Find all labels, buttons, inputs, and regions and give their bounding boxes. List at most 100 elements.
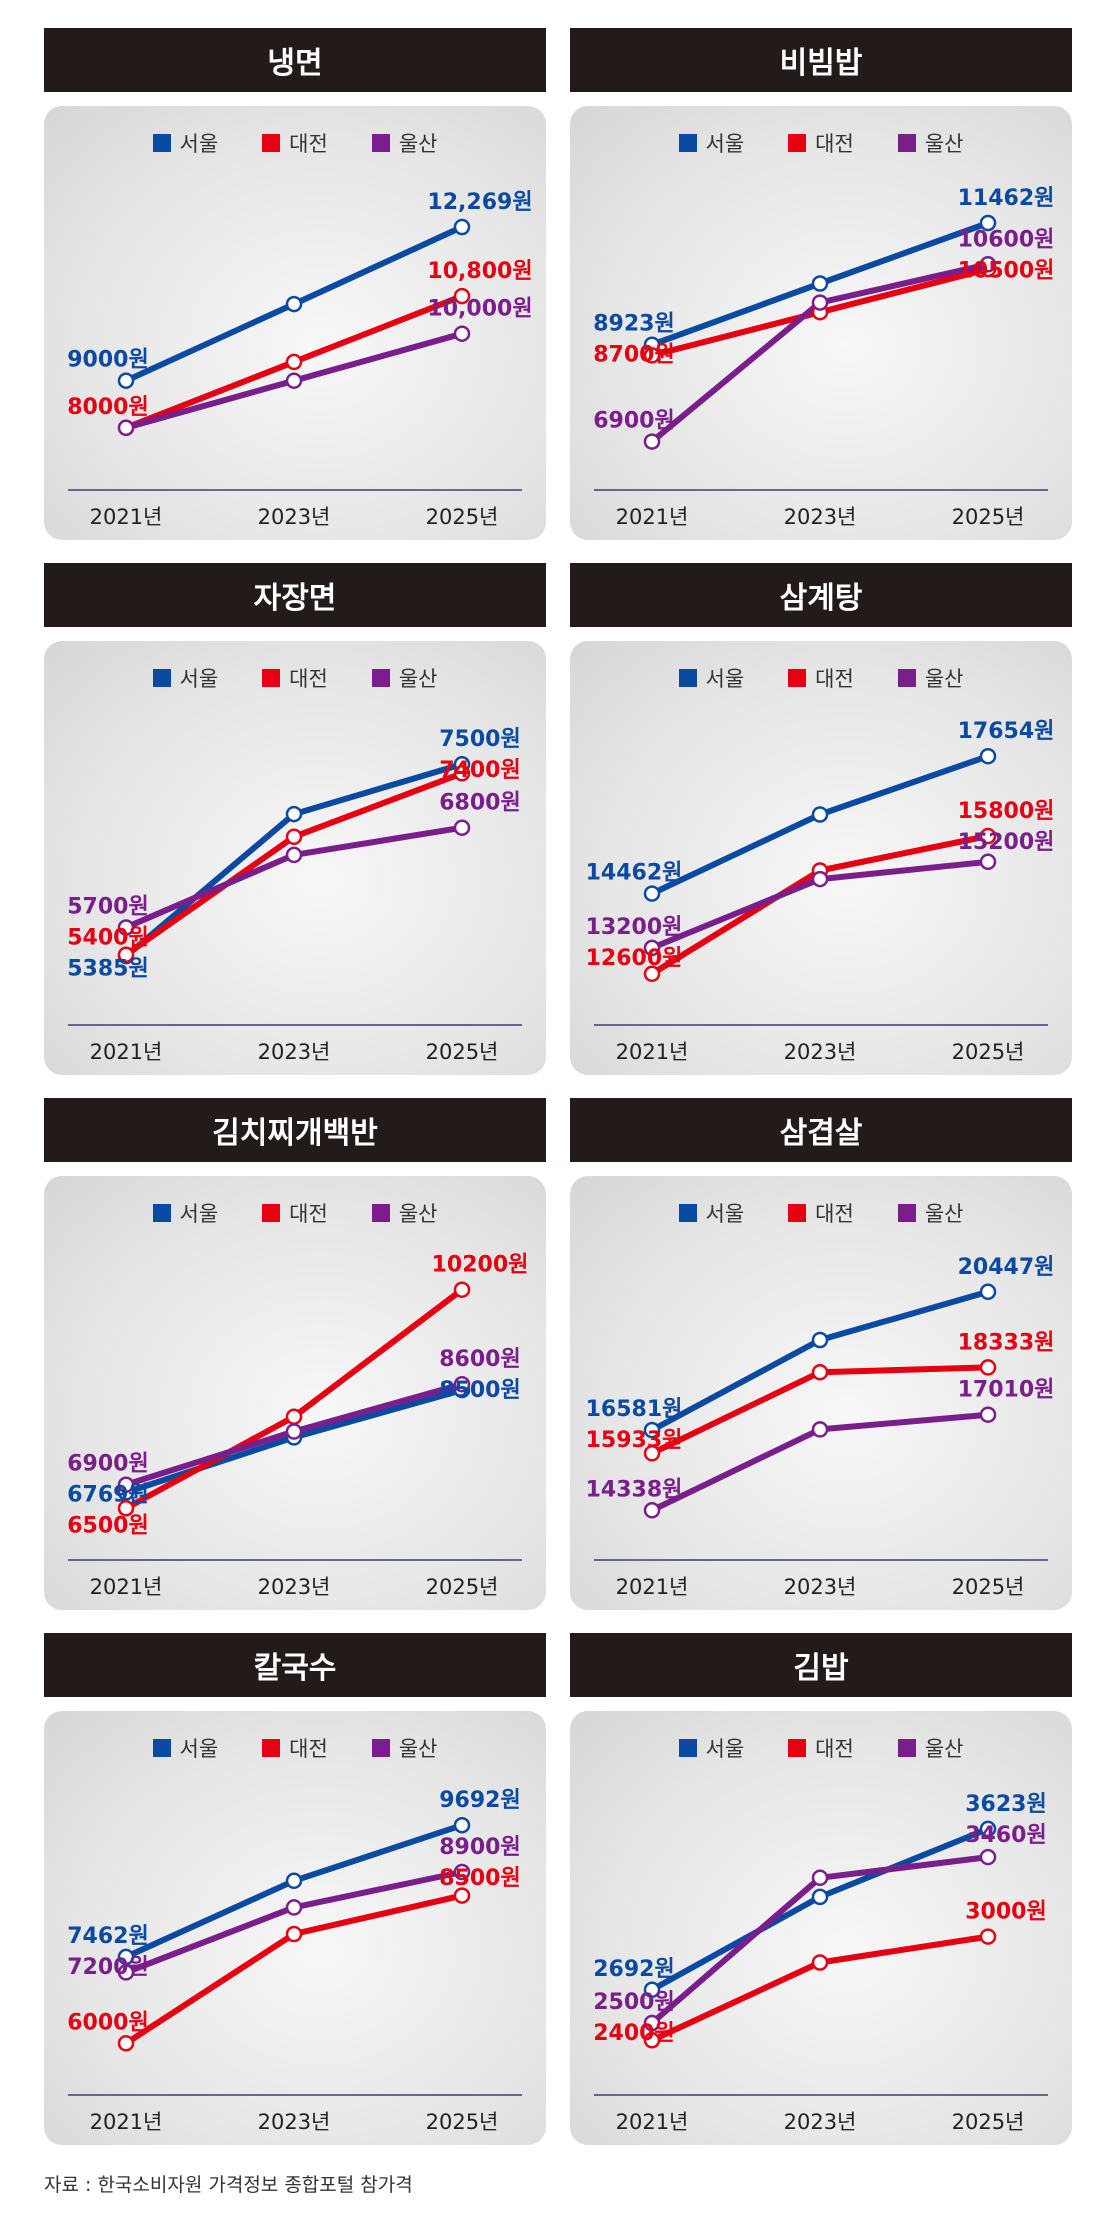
line-chart: 2021년 2023년 2025년 16581원 15933원 14338원 20447원 1… (586, 1255, 1055, 1599)
data-point (643, 2032, 661, 2049)
legend-label: 서울 (705, 1737, 745, 1761)
legend-swatch (371, 1204, 390, 1222)
legend-swatch (678, 669, 697, 687)
data-point (285, 805, 303, 823)
data-label: 17654원 (958, 719, 1055, 744)
chart-title: 김치찌개백반 (44, 1098, 546, 1162)
legend-swatch (262, 134, 281, 152)
data-label: 9000원 (67, 348, 148, 373)
x-tick-label: 2021년 (90, 1040, 163, 1064)
line-chart: 2021년 2023년 2025년 9000원 8000원 12,269원 10,800원 1… (67, 190, 532, 529)
data-label: 6800원 (439, 791, 520, 816)
x-tick-label: 2023년 (258, 1575, 331, 1599)
chart-title: 자장면 (44, 563, 546, 627)
legend-item: 울산 (371, 663, 437, 693)
legend-swatch (678, 1204, 697, 1222)
data-label: 8923원 (593, 312, 674, 337)
data-point (285, 1872, 303, 1890)
data-point (643, 885, 661, 902)
legend-swatch (371, 134, 390, 152)
legend-label: 서울 (179, 667, 219, 691)
legend-swatch (897, 1739, 916, 1757)
data-label: 6900원 (593, 409, 674, 434)
data-point (979, 827, 997, 845)
legend-label: 대전 (289, 667, 328, 691)
data-point (643, 1502, 661, 1519)
legend-item: 서울 (678, 128, 745, 158)
x-tick-label: 2021년 (90, 505, 163, 529)
data-point (979, 1928, 997, 1945)
data-label: 3000원 (965, 1900, 1046, 1925)
legend: 서울 대전 울산 (570, 1198, 1072, 1228)
chart-card: 서울 대전 울산 2021년 2023년 2025년 9000원 8000원 12,269원 10… (44, 106, 546, 540)
chart-card: 서울 대전 울산 2021년 2023년 2025년 6900원 6769원 6500원 1020… (44, 1176, 546, 1610)
series-line (649, 1933, 991, 2044)
data-point (643, 1421, 661, 1439)
legend-label: 울산 (924, 1202, 964, 1226)
data-point (117, 419, 135, 437)
data-label: 15933원 (586, 1428, 683, 1453)
data-label: 15200원 (958, 830, 1055, 855)
legend-item: 울산 (897, 1733, 963, 1763)
data-point (453, 1887, 471, 1904)
data-point (453, 1863, 471, 1881)
data-point (811, 275, 829, 292)
legend-swatch (152, 134, 171, 152)
data-label: 14462원 (586, 861, 683, 886)
data-point (979, 1359, 997, 1376)
legend-swatch (788, 134, 807, 152)
data-point (285, 1423, 303, 1440)
legend-item: 울산 (897, 1198, 964, 1228)
legend-swatch (371, 1739, 390, 1757)
legend-label: 대전 (289, 132, 328, 156)
data-point (117, 1500, 135, 1517)
legend-item: 서울 (152, 1733, 219, 1763)
chart-card: 서울 대전 울산 2021년 2023년 2025년 7462원 7200원 6000원 9692… (44, 1711, 546, 2145)
legend-item: 대전 (262, 1198, 328, 1228)
chart-title: 냉면 (44, 28, 546, 92)
legend-swatch (678, 1739, 697, 1757)
series-line (123, 770, 465, 958)
legend-label: 서울 (705, 132, 745, 156)
x-tick-label: 2021년 (616, 1575, 689, 1599)
data-label: 6769원 (67, 1483, 148, 1508)
x-tick-label: 2025년 (426, 505, 499, 529)
series-line (649, 1288, 991, 1434)
x-tick-label: 2025년 (426, 2110, 499, 2134)
data-point (453, 1281, 471, 1298)
data-point (285, 1899, 303, 1916)
source-note: 자료 : 한국소비자원 가격정보 종합포털 참가격 (44, 2174, 413, 2196)
legend-label: 서울 (705, 667, 745, 691)
legend-label: 서울 (179, 1737, 219, 1761)
x-tick-label: 2023년 (784, 1575, 857, 1599)
data-point (117, 946, 135, 963)
data-label: 3623원 (965, 1792, 1046, 1817)
legend-item: 서울 (152, 663, 219, 693)
data-point (979, 1820, 997, 1838)
legend-swatch (371, 669, 390, 687)
legend-item: 울산 (897, 128, 963, 158)
data-label: 11462원 (958, 186, 1055, 211)
data-point (643, 347, 661, 364)
data-label: 10500원 (958, 258, 1055, 283)
data-point (979, 214, 997, 232)
data-label: 6500원 (67, 1514, 148, 1539)
data-label: 6900원 (67, 1452, 148, 1477)
data-label: 12,269원 (427, 190, 532, 215)
data-label: 8900원 (439, 1835, 520, 1860)
data-point (453, 218, 471, 236)
data-point (117, 1964, 135, 1981)
data-label: 3460원 (965, 1823, 1046, 1848)
legend-item: 대전 (262, 128, 328, 158)
legend-label: 대전 (815, 1202, 854, 1226)
data-label: 8700원 (593, 343, 674, 368)
x-tick-label: 2025년 (952, 2110, 1025, 2134)
legend-swatch (897, 669, 916, 687)
line-chart: 2021년 2023년 2025년 7462원 7200원 6000원 9692원 8900원… (67, 1788, 522, 2134)
data-point (811, 1869, 829, 1887)
legend-item: 대전 (788, 1733, 854, 1763)
data-point (285, 295, 303, 313)
data-point (643, 433, 661, 450)
data-label: 7462원 (67, 1924, 148, 1949)
legend-swatch (262, 1204, 281, 1222)
